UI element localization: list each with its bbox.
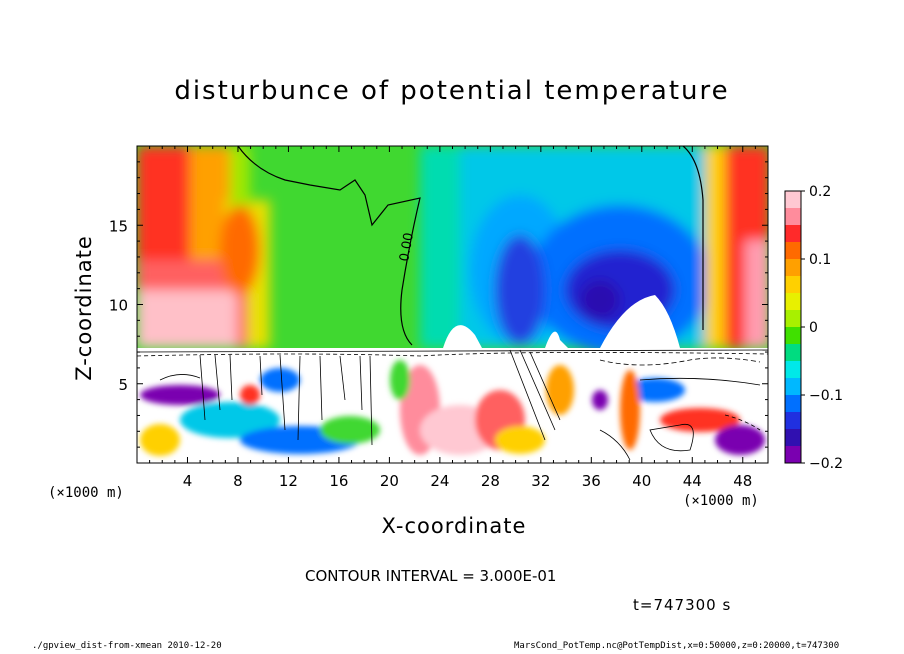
x-axis-label: X-coordinate [381, 514, 527, 538]
x-tick-label: 36 [582, 472, 601, 490]
x-axis: 4 8 12 16 20 24 28 32 36 40 44 48 [136, 146, 769, 490]
footer-left: ./gpview_dist-from-xmean 2010-12-20 [32, 641, 222, 651]
y-axis-label: Z-coordinate [72, 235, 96, 381]
svg-text:0.00: 0.00 [397, 232, 417, 263]
colorbar-tick-label: −0.2 [809, 456, 843, 472]
contour-interval-label: CONTOUR INTERVAL = 3.000E-01 [305, 567, 557, 585]
colorbar-tick-label: 0 [809, 320, 818, 336]
x-tick-label: 8 [233, 472, 243, 490]
colorbar-swatch [785, 208, 801, 226]
colorbar-swatch [785, 242, 801, 260]
x-tick-label: 28 [481, 472, 500, 490]
y-tick-label: 10 [109, 297, 128, 315]
footer-right: MarsCond_PotTemp.nc@PotTempDist,x=0:5000… [514, 641, 840, 651]
colorbar-swatch [785, 310, 801, 328]
colorbar: 0.2 0.1 0 −0.1 −0.2 [784, 184, 843, 472]
colorbar-tick-label: 0.2 [809, 184, 831, 200]
x-tick-label: 20 [380, 472, 399, 490]
colorbar-swatch [785, 327, 801, 345]
colorbar-swatch [785, 378, 801, 396]
chart-title: disturbunce of potential temperature [174, 76, 730, 106]
x-tick-label: 12 [279, 472, 298, 490]
x-tick-label: 40 [632, 472, 651, 490]
colorbar-swatch [785, 276, 801, 294]
colorbar-tick-label: −0.1 [809, 388, 843, 404]
x-unit-label-left: (×1000 m) [48, 485, 124, 501]
contour-label: 0.00 [397, 232, 417, 263]
colorbar-swatch [785, 344, 801, 362]
y-tick-label: 15 [109, 217, 128, 235]
x-tick-label: 32 [531, 472, 550, 490]
colorbar-tick-label: 0.1 [809, 252, 831, 268]
colorbar-swatch [785, 395, 801, 413]
colorbar-swatch [785, 446, 801, 464]
colorbar-swatch [785, 225, 801, 243]
colorbar-swatch [785, 259, 801, 277]
colorbar-swatch [785, 412, 801, 430]
y-tick-label: 5 [118, 376, 128, 394]
x-tick-label: 4 [183, 472, 193, 490]
time-label: t=747300 s [633, 596, 732, 614]
heatmap-field: 0.00 [137, 146, 768, 463]
x-tick-label: 44 [683, 472, 702, 490]
colorbar-swatch [785, 191, 801, 209]
x-tick-label: 24 [430, 472, 449, 490]
colorbar-swatch [785, 429, 801, 447]
x-tick-label: 48 [733, 472, 752, 490]
colorbar-swatch [785, 361, 801, 379]
x-tick-label: 16 [329, 472, 348, 490]
colorbar-swatch [785, 293, 801, 311]
y-axis: 5 10 15 [109, 145, 768, 464]
x-unit-label-right: (×1000 m) [683, 493, 759, 509]
